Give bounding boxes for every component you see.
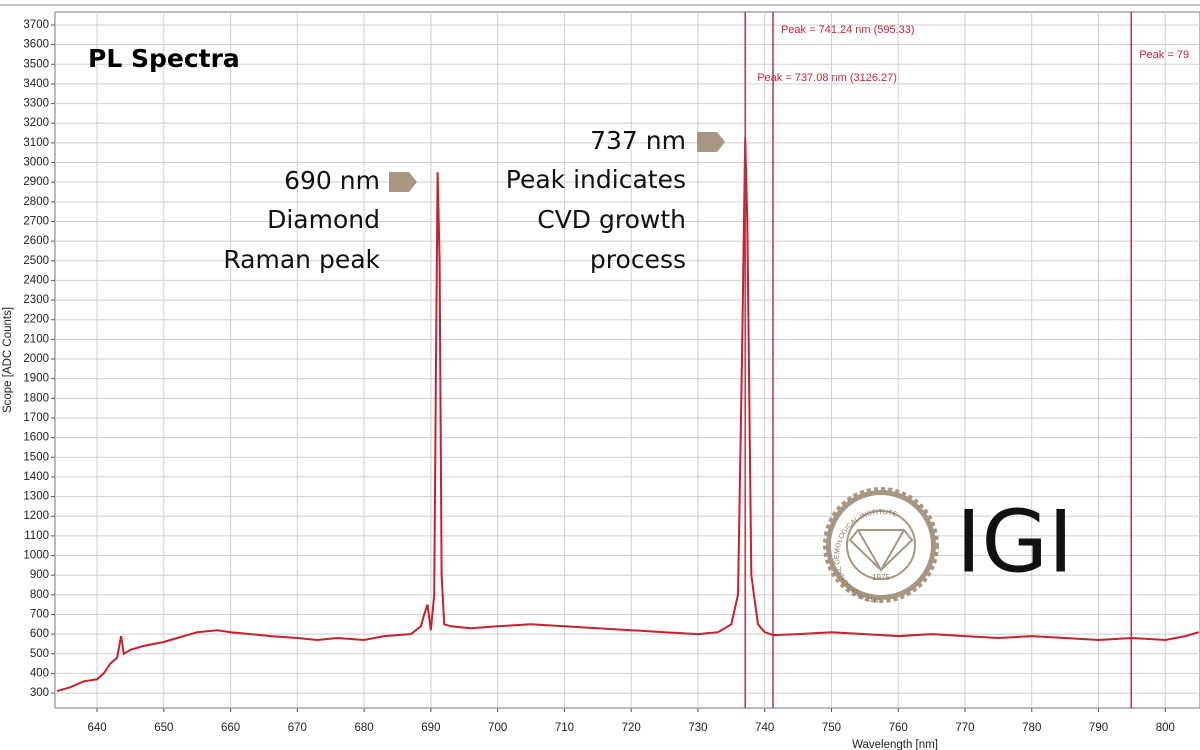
x-axis-label: Wavelength [nm] [852,739,938,750]
annotation: Peak indicates [506,165,686,194]
x-tick-label: 700 [488,722,507,734]
arrow [697,132,725,152]
y-tick-label: 900 [30,569,49,581]
x-tick-label: 750 [822,722,841,734]
y-tick-label: 1100 [24,530,49,542]
y-axis-label: Scope [ADC Counts] [2,307,14,413]
y-tick-label: 3700 [23,19,49,31]
logo-text: IGI [956,492,1073,592]
x-tick-label: 720 [622,722,641,734]
y-tick-label: 1000 [23,550,49,562]
annotation: Raman peak [223,245,380,274]
logo-inner [846,510,916,580]
x-tick-label: 740 [755,722,774,734]
y-tick-label: 2000 [23,353,49,365]
y-tick-label: 400 [30,667,49,679]
y-tick-label: 1500 [23,451,49,463]
x-tick-label: 760 [889,722,908,734]
y-tick-label: 600 [30,628,49,640]
y-tick-label: 1800 [23,392,49,404]
y-tick-label: 3400 [23,78,49,90]
y-tick-label: 3300 [23,98,49,110]
y-tick-label: 300 [30,687,49,699]
annotation: Diamond [267,205,380,234]
y-tick-label: 1600 [23,432,49,444]
annotation: 737 nm [590,126,686,155]
x-tick-label: 770 [955,722,974,734]
peak-label: Peak = 79 [1139,49,1189,61]
y-tick-label: 3600 [23,39,49,51]
x-tick-label: 660 [221,722,240,734]
y-tick-label: 2600 [23,235,49,247]
y-tick-label: 2100 [23,333,49,345]
spectrum-line [56,137,1199,693]
x-tick-label: 780 [1022,722,1041,734]
y-tick-label: 2700 [23,215,49,227]
y-tick-label: 2300 [23,294,49,306]
x-tick-label: 800 [1156,722,1175,734]
y-tick-label: 2800 [23,196,49,208]
x-tick-label: 680 [355,722,374,734]
y-tick-label: 700 [30,608,49,620]
chart-title: PL Spectra [88,44,240,73]
y-tick-label: 1400 [23,471,49,483]
x-tick-label: 650 [154,722,173,734]
y-tick-label: 2400 [23,274,49,286]
x-tick-label: 710 [555,722,574,734]
annotation: process [590,245,686,274]
x-tick-label: 790 [1089,722,1108,734]
y-tick-label: 500 [30,648,49,660]
x-tick-label: 640 [87,722,106,734]
x-tick-label: 730 [688,722,707,734]
y-tick-label: 3200 [23,117,49,129]
y-tick-label: 1700 [23,412,49,424]
y-tick-label: 1200 [23,510,49,522]
y-tick-label: 3100 [23,137,49,149]
y-tick-label: 2900 [23,176,49,188]
plot-area [54,11,1200,709]
y-tick-label: 800 [30,589,49,601]
y-tick-label: 2200 [23,314,49,326]
y-tick-label: 3000 [23,157,49,169]
arrow [389,172,417,192]
logo-year: 1975 [872,573,890,582]
y-tick-label: 1900 [23,373,49,385]
x-tick-label: 670 [288,722,307,734]
peak-label: Peak = 741.24 nm (595.33) [781,24,915,36]
y-tick-label: 2500 [23,255,49,267]
annotation: CVD growth [537,205,686,234]
y-tick-label: 1300 [23,491,49,503]
annotation: 690 nm [284,166,380,195]
peak-label: Peak = 737.08 nm (3126.27) [757,72,897,84]
logo-diamond [848,529,914,573]
x-tick-label: 690 [421,722,440,734]
y-tick-label: 3500 [23,58,49,70]
logo: INTERNATIONAL GEMOLOGICAL INSTITUTE 1975… [823,487,1073,603]
